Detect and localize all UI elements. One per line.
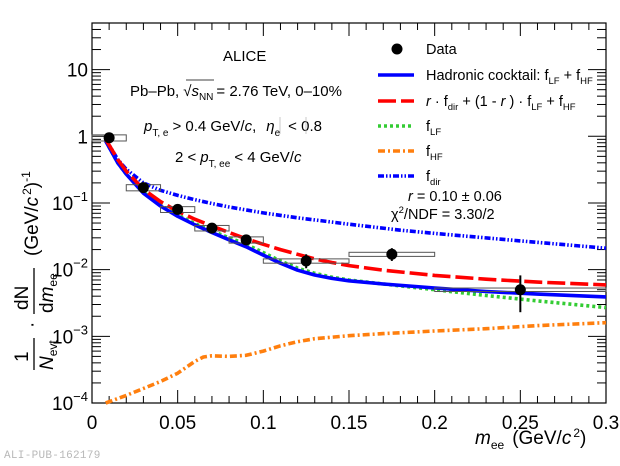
data-marker [137,182,149,194]
y-tick-base: 10 [52,327,73,348]
data-points [91,132,607,313]
data-point [434,275,607,313]
data-point [348,248,436,261]
curve-r-f-dir-1-r-f-lf-f-hf [104,138,607,287]
publication-id-watermark: ALI-PUB-162179 [4,450,101,462]
data-marker [386,248,398,260]
annotation-block: ALICE Pb–Pb, √sNN = 2.76 TeV, 0–10% pT, e >… [130,48,342,170]
y-tick-label: 10−4 [52,389,88,415]
legend-item-fit: r · fdir + (1 - r ) · fLF + fHF [378,94,576,113]
data-marker [206,222,218,234]
x-tick-label: 0.2 [421,413,447,434]
y-title-nevt: Nevt [37,340,60,370]
x-axis-title: mee (GeV/c 2) [475,426,586,452]
y-tick-label: 1 [77,127,88,148]
legend-item-fdir: fdir [378,169,441,188]
y-tick-base: 10 [52,261,73,282]
model-curves [104,138,607,405]
legend-label-cocktail: Hadronic cocktail: fLF + fHF [426,68,593,87]
data-point [194,222,230,234]
single-electron-cut-label: pT, e > 0.4 GeV/c, ηe < 0.8 [143,118,322,139]
x-tick-label: 0 [87,413,98,434]
legend-label-fdir: fdir [426,169,441,188]
fit-r-value: r = 0.10 ± 0.06 [408,189,502,205]
data-marker [514,284,526,296]
legend-label-data: Data [426,42,458,58]
legend-label-fhf: fHF [426,144,443,163]
legend-item-fhf: fHF [378,144,443,163]
collision-system-label: Pb–Pb, √sNN = 2.76 TeV, 0–10% [130,83,342,103]
y-tick-base: 10 [52,394,73,415]
legend-item-data: Data [391,42,458,58]
x-tick-label: 0.3 [593,413,619,434]
x-tick-label: 0.1 [250,413,276,434]
data-point [228,234,264,246]
x-tick-labels: 0 0.05 0.1 0.15 0.2 0.25 0.3 [87,413,620,434]
fit-chi2-value: χ2/NDF = 3.30/2 [391,205,495,223]
data-marker [103,132,115,144]
data-point [160,203,196,215]
data-marker [240,234,252,246]
x-tick-label: 0.25 [502,413,539,434]
y-tick-base: 10 [52,194,73,215]
y-title-one: 1 [12,351,33,362]
y-tick-exponent: −4 [73,389,88,404]
experiment-label: ALICE [223,48,266,65]
x-tick-label: 0.15 [331,413,368,434]
data-marker [172,203,184,215]
axis-ticks [91,22,607,404]
y-tick-exponent: −3 [73,322,88,337]
data-point [125,182,162,194]
data-point [91,132,127,144]
legend: Data Hadronic cocktail: fLF + fHF r · fd… [378,42,593,223]
y-tick-label: 10 [67,61,88,82]
legend-item-flf: fLF [378,119,441,138]
y-tick-exponent: −1 [73,189,88,204]
y-tick-label: 10−2 [52,256,88,282]
legend-marker-data [391,43,403,55]
y-title-unit: (GeV/c2)-1 [19,171,43,256]
y-tick-label: 10−3 [52,322,88,348]
curve-f-hf [105,320,607,405]
y-title-dot: · [22,322,43,328]
y-title-dN: dN [12,286,33,310]
x-tick-label: 0.05 [159,413,196,434]
legend-label-fit: r · fdir + (1 - r ) · fLF + fHF [426,94,576,113]
curve-hadronic-cocktail-f-lf-f-hf [104,140,607,299]
legend-item-cocktail: Hadronic cocktail: fLF + fHF [378,68,593,87]
y-tick-label: 10−1 [52,189,88,215]
y-axis-title: 1 Nevt · dN dmee (GeV/c2)-1 [12,171,60,370]
y-tick-exponent: −2 [73,256,88,271]
data-point [262,254,350,269]
curve-f-lf [104,140,607,310]
pair-pt-cut-label: 2 < pT, ee < 4 GeV/c [175,149,302,170]
curve-f-dir [104,138,607,250]
legend-label-flf: fLF [426,119,441,138]
y-title-dmee: dmee [37,273,60,313]
data-marker [300,255,312,267]
